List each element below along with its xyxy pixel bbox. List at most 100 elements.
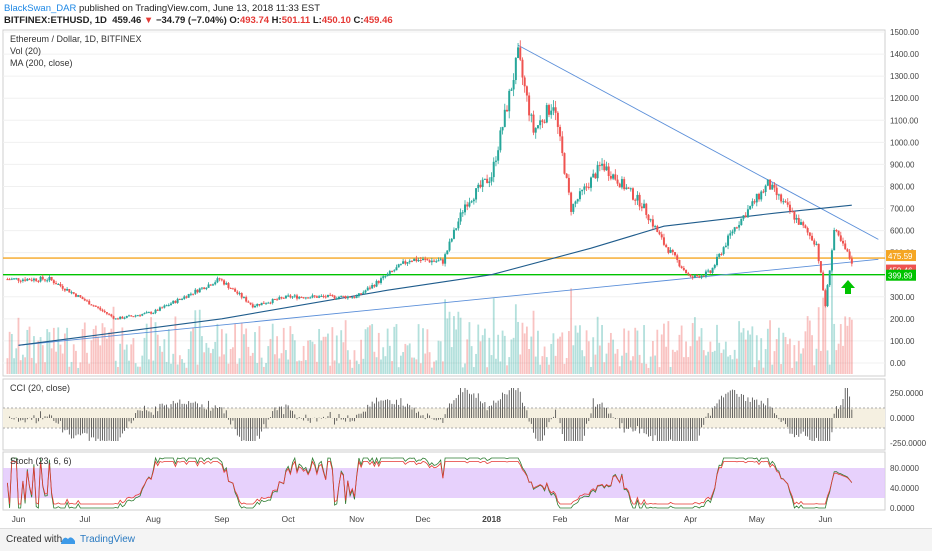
volume-bar [658, 367, 661, 374]
open-value: 493.74 [239, 15, 270, 26]
candle-body [592, 173, 595, 178]
candle-body [545, 105, 548, 123]
volume-bar [753, 367, 756, 374]
candle-body [313, 295, 316, 297]
volume-bar [649, 356, 652, 374]
candle-body [667, 247, 670, 253]
candle-body [293, 295, 296, 297]
volume-bar [512, 337, 515, 374]
candle-body [205, 287, 208, 290]
candle-body [391, 271, 394, 273]
candle-body [304, 297, 307, 299]
candle-body [640, 206, 643, 209]
time-axis[interactable]: Jun Jul Aug Sep Oct Nov Dec 2018 Feb Mar Apr May Jun [12, 514, 833, 524]
candle-body [826, 285, 829, 307]
volume-bar [165, 361, 168, 374]
candle-body [795, 217, 798, 220]
candle-body [486, 178, 489, 183]
candle-body [329, 294, 332, 296]
volume-bar [141, 355, 144, 374]
price-axis[interactable]: 1500.00 1400.00 1300.00 1200.00 1100.00 1000.… [886, 28, 919, 368]
volume-bar [791, 367, 794, 374]
high-value: 501.11 [281, 15, 311, 26]
volume-bar [15, 348, 18, 374]
candle-body [559, 126, 562, 137]
volume-bar [384, 356, 387, 374]
candle-body [119, 316, 122, 320]
volume-bar [271, 323, 274, 374]
y-tick-label: 1000.00 [890, 138, 919, 147]
volume-bar [143, 337, 146, 374]
candle-body [410, 260, 413, 262]
volume-bar [380, 359, 382, 374]
volume-bar [696, 340, 699, 374]
volume-bar [223, 354, 225, 374]
candle-body [196, 289, 199, 293]
volume-bar [722, 349, 725, 374]
volume-bar [837, 343, 840, 374]
candle-body [603, 163, 606, 171]
candle-body [74, 293, 77, 297]
symbol-label: BITFINEX:ETHUSD, 1D [4, 15, 107, 26]
volume-bar [134, 363, 137, 374]
volume-bar [468, 322, 471, 374]
volume-bar [439, 341, 442, 374]
volume-bar [322, 336, 325, 374]
stoch-series: 80.0000 40.0000 0.0000 [3, 456, 919, 513]
candle-body [302, 297, 305, 299]
candle-body [311, 295, 314, 298]
volume-bar [364, 329, 367, 374]
candle-body [817, 243, 820, 262]
volume-bar [81, 329, 84, 374]
author-link[interactable]: BlackSwan_DAR [4, 3, 77, 14]
candle-body [543, 121, 546, 123]
candle-body [711, 267, 714, 273]
volume-bar [415, 359, 418, 374]
candle-body [382, 276, 385, 279]
candle-body [8, 279, 11, 281]
candle-body [108, 313, 111, 315]
candle-body [203, 287, 206, 290]
candle-body [81, 297, 84, 300]
volume-bar [678, 334, 681, 374]
candle-body [68, 289, 71, 293]
volume-bar [775, 339, 778, 374]
candle-body [116, 318, 119, 320]
volume-bar [554, 355, 557, 374]
volume-bar [220, 329, 223, 374]
candle-body [413, 258, 416, 262]
candle-body [583, 186, 586, 190]
candle-body [236, 291, 239, 294]
candle-body [612, 174, 615, 179]
candle-body [251, 304, 254, 308]
volume-bar [377, 332, 380, 374]
close-value: 459.46 [363, 15, 393, 26]
volume-bar [351, 367, 354, 374]
chart-canvas[interactable]: 1500.00 1400.00 1300.00 1200.00 1100.00 1000.… [0, 0, 932, 528]
candle-body [368, 287, 371, 289]
volume-bar [150, 317, 153, 374]
volume-bar [747, 330, 749, 374]
candle-body [143, 313, 146, 315]
candle-body [709, 270, 712, 273]
overlay-lines [3, 44, 885, 346]
candle-body [780, 194, 783, 202]
volume-bar [430, 367, 433, 374]
price-label-box [886, 250, 916, 262]
volume-bar [225, 333, 228, 374]
volume-bar [8, 331, 11, 374]
volume-bar [793, 345, 796, 374]
candle-body [331, 294, 334, 296]
volume-bar [585, 330, 588, 374]
candle-body [625, 187, 628, 190]
candle-body [771, 184, 774, 190]
tradingview-brand[interactable]: TradingView [80, 534, 136, 545]
candle-body [223, 280, 226, 285]
published-text: published on TradingView.com, June 13, 2… [78, 3, 320, 14]
volume-bar [537, 330, 539, 374]
volume-bar [565, 357, 568, 374]
price-pane[interactable] [2, 29, 886, 377]
candle-body [19, 280, 22, 282]
candle-body [234, 288, 237, 292]
candle-body [245, 297, 248, 302]
